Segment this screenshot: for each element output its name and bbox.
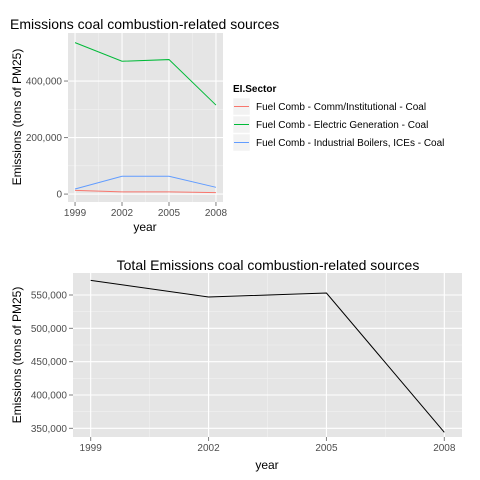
legend-title: EI.Sector — [233, 84, 276, 95]
chart2-gridlines — [73, 273, 462, 437]
chart1-gridlines — [68, 33, 223, 202]
series-line-1 — [74, 42, 217, 106]
y-tick-label: 450,000 — [31, 357, 68, 368]
chart1-x-ticks: 1999 2002 2005 2008 — [64, 202, 228, 219]
chart1-legend: EI.Sector Fuel Comb - Comm/Institutional… — [232, 84, 444, 152]
legend-label-1: Fuel Comb - Electric Generation - Coal — [256, 120, 428, 131]
x-tick-label: 1999 — [64, 208, 87, 219]
y-tick-label: 400,000 — [31, 391, 68, 402]
chart1-y-ticks: 0 200,000 400,000 — [26, 77, 68, 201]
x-tick-label: 2005 — [315, 443, 338, 454]
x-tick-label: 2005 — [158, 208, 181, 219]
chart2-title: Total Emissions coal combustion-related … — [117, 257, 420, 273]
x-tick-label: 2002 — [111, 208, 134, 219]
x-tick-label: 1999 — [80, 443, 103, 454]
series-line-0 — [90, 279, 445, 433]
chart1-series-lines — [74, 42, 217, 194]
chart1-y-axis-title: Emissions (tons of PM25) — [10, 49, 24, 186]
legend-label-0: Fuel Comb - Comm/Institutional - Coal — [256, 102, 426, 113]
x-tick-label: 2002 — [197, 443, 220, 454]
y-tick-label: 400,000 — [26, 77, 63, 88]
y-tick-label: 350,000 — [31, 424, 68, 435]
series-line-2 — [74, 175, 217, 190]
y-tick-label: 500,000 — [31, 324, 68, 335]
x-tick-label: 2008 — [205, 208, 228, 219]
chart2-y-ticks: 350,000 400,000 450,000 500,000 550,000 — [31, 291, 73, 435]
y-tick-label: 0 — [56, 190, 62, 201]
y-tick-label: 550,000 — [31, 291, 68, 302]
series-line-0 — [75, 189, 216, 194]
chart1-title: Emissions coal combustion-related source… — [10, 16, 279, 32]
y-tick-label: 200,000 — [26, 133, 63, 144]
chart2-y-axis-title: Emissions (tons of PM25) — [10, 287, 24, 424]
legend-label-2: Fuel Comb - Industrial Boilers, ICEs - C… — [256, 138, 444, 149]
chart2-x-axis-title: year — [255, 458, 278, 472]
chart2-series-lines — [90, 279, 445, 433]
chart2-x-ticks: 1999 2002 2005 2008 — [80, 437, 456, 454]
x-tick-label: 2008 — [433, 443, 456, 454]
chart1-x-axis-title: year — [133, 220, 156, 234]
